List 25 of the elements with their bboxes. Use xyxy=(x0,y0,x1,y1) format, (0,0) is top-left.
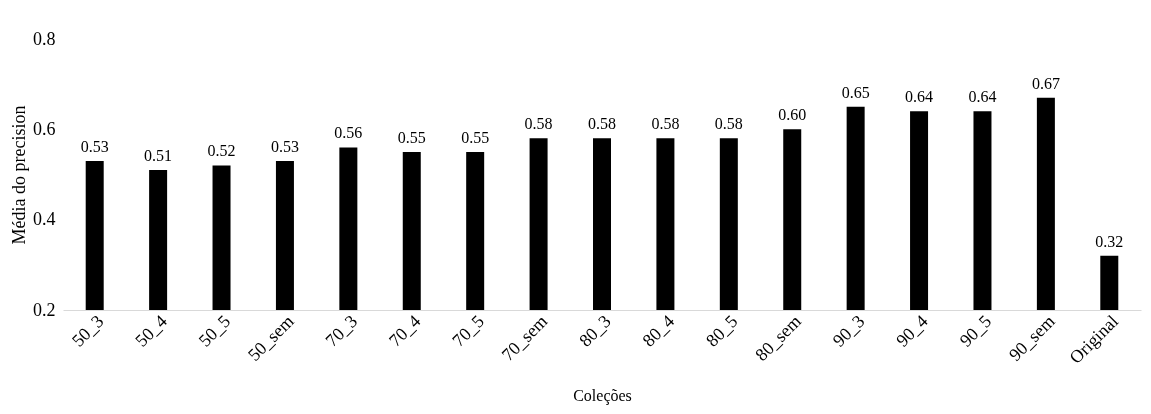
y-tick-label: 0.2 xyxy=(33,299,56,320)
data-label: 0.60 xyxy=(778,106,807,124)
data-label: 0.65 xyxy=(841,83,870,101)
y-tick-label: 0.8 xyxy=(33,28,56,49)
data-label: 0.52 xyxy=(207,142,236,160)
data-label: 0.64 xyxy=(905,88,934,106)
data-label: 0.58 xyxy=(651,115,680,133)
data-label: 0.64 xyxy=(968,88,997,106)
data-label: 0.53 xyxy=(80,137,109,155)
y-tick-label: 0.4 xyxy=(33,209,56,230)
data-label: 0.58 xyxy=(524,115,553,133)
data-label: 0.56 xyxy=(334,124,363,142)
y-axis-title: Média do precision xyxy=(9,105,29,245)
data-label: 0.55 xyxy=(397,128,426,146)
data-label: 0.53 xyxy=(270,137,299,155)
data-label: 0.58 xyxy=(588,115,616,133)
data-label: 0.58 xyxy=(714,115,743,133)
x-tick-label: 80_3 xyxy=(575,311,615,351)
x-axis-title: Coleções xyxy=(573,386,632,405)
data-label: 0.55 xyxy=(461,128,490,146)
x-tick-label: 70_3 xyxy=(321,311,362,351)
data-label: 0.67 xyxy=(1031,74,1060,92)
y-tick-label: 0.6 xyxy=(33,118,56,139)
data-label: 0.51 xyxy=(144,146,173,164)
data-label: 0.32 xyxy=(1095,232,1124,250)
